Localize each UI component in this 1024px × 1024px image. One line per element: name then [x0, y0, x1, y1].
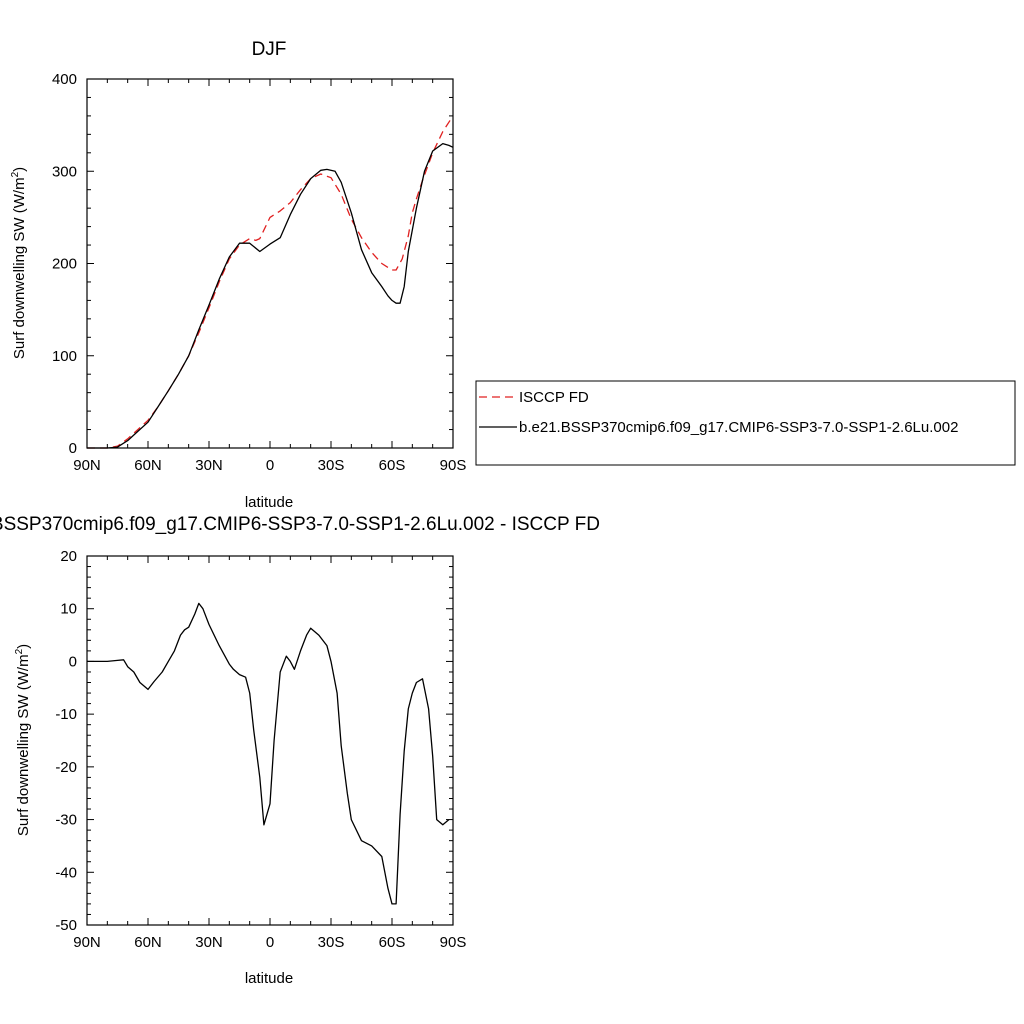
- bottom-ytick-label: 20: [60, 548, 77, 565]
- bottom-chart-xlabel: latitude: [245, 970, 293, 987]
- top-xtick-label: 30N: [195, 457, 223, 474]
- top-ytick-label: 100: [52, 348, 77, 365]
- top-chart-ylabel-sup: 2: [10, 171, 21, 177]
- top-chart-panel: DJF 90N 60N 30N 0 30S 60S 90S 0 100 200 300 400 lat…: [10, 39, 466, 511]
- top-xtick-label: 90N: [73, 457, 101, 474]
- bottom-series-line-model: [87, 602, 450, 905]
- bottom-xtick-label: 60S: [379, 934, 406, 951]
- bottom-chart-title: b.e21.BSSP370cmip6.f09_g17.CMIP6-SSP3-7.…: [0, 514, 600, 535]
- top-ytick-label: 400: [52, 71, 77, 88]
- bottom-chart-ylabel-close: ): [15, 644, 32, 649]
- top-chart-ticks: 90N 60N 30N 0 30S 60S 90S 0 100 200 300 400: [52, 71, 466, 474]
- bottom-xtick-label: 60N: [134, 934, 162, 951]
- bottom-chart-panel: b.e21.BSSP370cmip6.f09_g17.CMIP6-SSP3-7.…: [0, 514, 600, 987]
- bottom-ytick-label: -40: [55, 864, 77, 881]
- legend-label-model: b.e21.BSSP370cmip6.f09_g17.CMIP6-SSP3-7.…: [519, 419, 958, 436]
- bottom-ytick-label: -50: [55, 917, 77, 934]
- top-chart-xlabel: latitude: [245, 494, 293, 511]
- bottom-chart-ticks: 90N 60N 30N 0 30S 60S 90S -50 -40 -30 -20 -10 0 10 20: [55, 548, 466, 951]
- bottom-chart-series-group: [87, 602, 450, 905]
- bottom-xtick-label: 30N: [195, 934, 223, 951]
- top-xtick-label: 60N: [134, 457, 162, 474]
- legend: ISCCP FD b.e21.BSSP370cmip6.f09_g17.CMIP…: [475, 380, 1016, 466]
- top-ytick-label: 200: [52, 256, 77, 273]
- top-xtick-label: 60S: [379, 457, 406, 474]
- bottom-chart-ylabel: Surf downwelling SW (W/m2): [14, 644, 32, 836]
- top-xtick-label: 90S: [440, 457, 467, 474]
- top-xtick-label: 30S: [318, 457, 345, 474]
- top-xtick-label: 0: [266, 457, 274, 474]
- top-ytick-label: 0: [69, 440, 77, 457]
- top-chart-ylabel-main: Surf downwelling SW (W/m: [11, 177, 28, 359]
- bottom-ytick-label: -20: [55, 759, 77, 776]
- legend-label-isccp: ISCCP FD: [519, 389, 589, 406]
- bottom-ytick-label: 10: [60, 601, 77, 618]
- legend-box: [475, 380, 1016, 466]
- bottom-ytick-label: -30: [55, 812, 77, 829]
- bottom-xtick-label: 90S: [440, 934, 467, 951]
- top-series-line-model: [87, 142, 454, 449]
- bottom-chart-ylabel-main: Surf downwelling SW (W/m: [15, 654, 32, 836]
- bottom-ytick-label: 0: [69, 653, 77, 670]
- top-chart-title: DJF: [252, 39, 287, 60]
- top-chart-ylabel-close: ): [11, 167, 28, 172]
- top-chart-ylabel: Surf downwelling SW (W/m2): [10, 167, 28, 359]
- top-ytick-label: 300: [52, 163, 77, 180]
- bottom-ytick-label: -10: [55, 706, 77, 723]
- bottom-xtick-label: 90N: [73, 934, 101, 951]
- bottom-chart-ylabel-sup: 2: [14, 648, 25, 654]
- bottom-xtick-label: 0: [266, 934, 274, 951]
- bottom-xtick-label: 30S: [318, 934, 345, 951]
- top-chart-series-group: [87, 115, 454, 449]
